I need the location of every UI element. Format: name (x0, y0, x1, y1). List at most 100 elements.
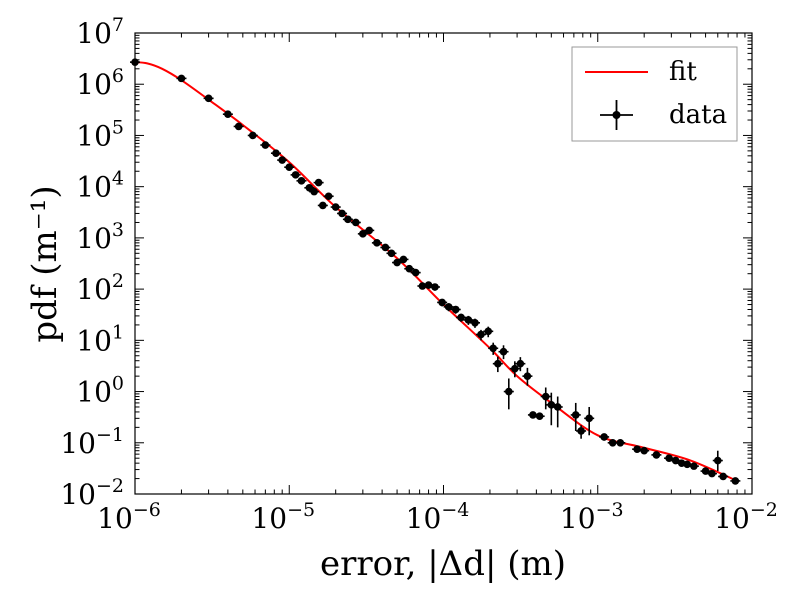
data-point-marker (731, 477, 740, 485)
data-point-marker (399, 255, 408, 264)
data-point (342, 215, 353, 224)
y-tick-label: 105 (76, 116, 124, 152)
x-tick-label-exponent: −5 (287, 499, 315, 521)
data-point (203, 94, 214, 103)
data-point (706, 469, 717, 478)
data-point-marker (683, 460, 691, 469)
data-point (688, 462, 699, 470)
data-point (284, 163, 295, 171)
y-tick-label-base: 10 (76, 119, 112, 152)
data-point (290, 171, 301, 179)
data-point-marker (418, 282, 427, 290)
data-point-marker (633, 445, 641, 453)
y-tick-label-base: 10 (76, 171, 112, 204)
data-point (222, 110, 233, 118)
data-point (417, 282, 428, 290)
data-point-marker (585, 414, 593, 423)
data-point-marker (359, 230, 367, 238)
axis-ticks (134, 32, 753, 495)
data-point-marker (494, 359, 502, 368)
data-point (475, 329, 486, 341)
data-point (522, 367, 533, 386)
x-tick-label: 10−4 (406, 499, 470, 535)
data-point (330, 203, 341, 211)
data-point-marker (719, 472, 727, 481)
data-point (233, 122, 244, 131)
y-tick-label: 107 (76, 14, 124, 50)
data-point-marker (318, 201, 327, 210)
data-point-marker (261, 141, 270, 149)
data-point (398, 255, 409, 264)
data-point (313, 178, 324, 187)
data-point (380, 243, 391, 252)
y-tick-label-base: 10 (76, 273, 112, 306)
x-tick-label-base: 10 (97, 502, 133, 535)
data-point-marker (278, 156, 286, 164)
data-point (718, 472, 729, 481)
data-point-marker (516, 359, 525, 368)
data-point-marker (365, 226, 374, 235)
data-point (540, 387, 551, 410)
x-tick-label-base: 10 (714, 502, 750, 535)
x-tick-label-exponent: −6 (133, 499, 161, 521)
data-point (410, 268, 421, 277)
data-point (503, 378, 514, 410)
y-tick-label-exponent: −1 (96, 424, 124, 446)
data-point-marker (504, 387, 513, 396)
plot-frame (134, 32, 753, 495)
data-point-marker (523, 372, 532, 380)
data-point (534, 412, 545, 421)
data-point (599, 433, 610, 441)
y-tick-label: 100 (76, 373, 124, 409)
data-point (323, 192, 334, 201)
data-point (450, 305, 461, 314)
data-point-marker (600, 433, 608, 441)
x-tick-label-exponent: −4 (441, 499, 469, 521)
data-point-marker (393, 258, 401, 267)
data-point-marker (489, 344, 498, 353)
data-point-marker (541, 392, 550, 401)
y-tick-label-exponent: 5 (112, 116, 124, 138)
y-tick-label-exponent: 4 (112, 168, 124, 190)
x-tick-label-base: 10 (406, 502, 442, 535)
data-point-marker (477, 330, 485, 339)
x-tick-label: 10−3 (560, 499, 624, 535)
data-point-marker (338, 209, 346, 218)
data-point-marker (464, 316, 473, 324)
x-tick-label: 10−6 (97, 499, 161, 535)
y-tick-label-base: 10 (60, 478, 96, 511)
data-point (483, 326, 494, 338)
legend-data-label: data (669, 100, 727, 130)
x-tick-label-base: 10 (560, 502, 596, 535)
x-axis-label: error, |Δd| (m) (320, 544, 566, 584)
data-point-marker (444, 303, 453, 311)
data-point-marker (577, 427, 585, 435)
fit-series (134, 61, 738, 482)
data-point-marker (511, 364, 519, 373)
data-point (488, 342, 499, 355)
data-point (364, 226, 375, 235)
data-point (337, 209, 348, 218)
data-point (632, 445, 643, 453)
data-point (437, 298, 448, 307)
data-point (576, 425, 587, 439)
data-point (176, 74, 187, 83)
data-point (509, 361, 520, 378)
data-point (651, 451, 662, 459)
data-point-marker (471, 318, 479, 327)
data-point (296, 177, 307, 185)
data-point (730, 477, 741, 485)
data-point-marker (438, 298, 446, 307)
data-point-marker (291, 171, 300, 179)
data-point-marker (344, 215, 352, 224)
data-point-marker (529, 411, 537, 419)
x-tick-labels: 10−6 10−5 10−4 10−3 10−2 (97, 499, 778, 535)
y-tick-label: 106 (76, 65, 124, 101)
data-point-marker (405, 264, 414, 273)
legend: fit data (571, 46, 738, 142)
x-tick-label: 10−2 (714, 499, 778, 535)
data-point-marker (484, 327, 493, 336)
data-point-marker (690, 462, 698, 470)
data-point (277, 156, 288, 164)
data-point-marker (285, 163, 294, 171)
